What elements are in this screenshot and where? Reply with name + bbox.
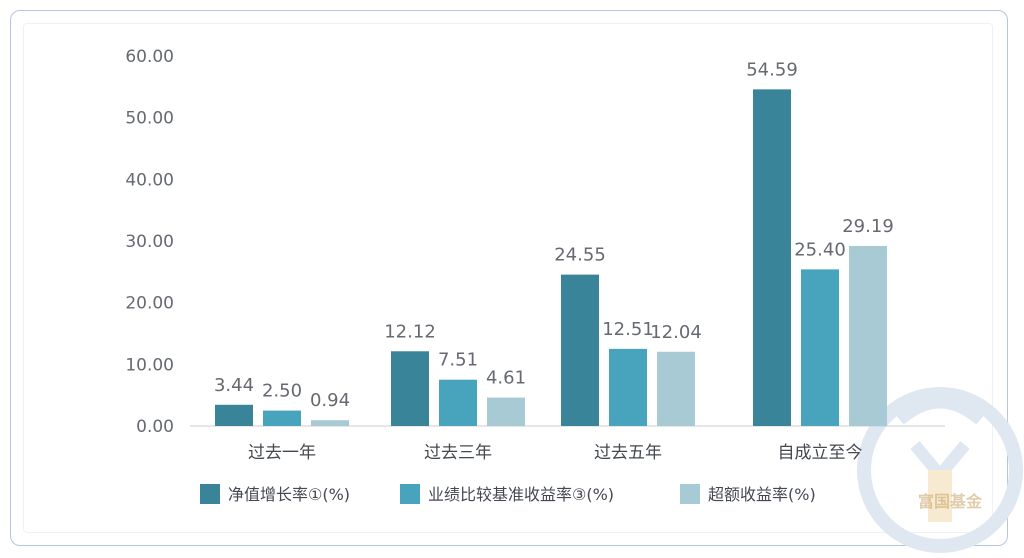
legend-label: 净值增长率①(%) bbox=[228, 485, 350, 504]
y-tick-label: 60.00 bbox=[125, 47, 174, 67]
chart-inner-frame bbox=[23, 23, 993, 533]
x-category-label: 过去五年 bbox=[594, 443, 662, 463]
legend-label: 业绩比较基准收益率③(%) bbox=[428, 485, 614, 504]
bar bbox=[439, 379, 477, 426]
y-tick-label: 20.00 bbox=[125, 294, 174, 314]
y-axis: 0.00 10.00 20.00 30.00 40.00 50.00 60.00 bbox=[125, 47, 174, 437]
value-label: 3.44 bbox=[214, 375, 254, 396]
bar bbox=[657, 351, 695, 426]
bar bbox=[487, 397, 525, 426]
value-label: 4.61 bbox=[486, 368, 526, 389]
bar bbox=[561, 274, 599, 426]
value-label: 7.51 bbox=[438, 350, 478, 371]
x-category-label: 过去三年 bbox=[424, 443, 492, 463]
legend-swatch bbox=[400, 484, 420, 504]
legend-swatch bbox=[200, 484, 220, 504]
watermark-logo: 富国基金 bbox=[857, 387, 1023, 553]
y-tick-label: 40.00 bbox=[125, 170, 174, 190]
value-label: 2.50 bbox=[262, 381, 302, 402]
bars-group bbox=[215, 89, 887, 426]
bar bbox=[215, 404, 253, 426]
bar bbox=[609, 348, 647, 426]
y-tick-label: 0.00 bbox=[136, 417, 174, 437]
legend-label: 超额收益率(%) bbox=[708, 485, 816, 504]
bar bbox=[849, 245, 887, 426]
value-label: 12.12 bbox=[384, 321, 436, 342]
value-label: 12.51 bbox=[602, 319, 654, 340]
watermark-text: 富国基金 bbox=[918, 492, 983, 511]
value-label: 0.94 bbox=[310, 390, 350, 411]
y-tick-label: 50.00 bbox=[125, 109, 174, 129]
value-label: 54.59 bbox=[746, 59, 798, 80]
y-tick-label: 10.00 bbox=[125, 355, 174, 375]
value-labels: 3.44 2.50 0.94 12.127.51 4.61 24.55 12.5112.04… bbox=[214, 59, 894, 411]
bar bbox=[263, 410, 301, 426]
value-label: 29.19 bbox=[842, 216, 894, 237]
legend: 净值增长率①(%) 业绩比较基准收益率③(%) 超额收益率(%) bbox=[200, 484, 816, 504]
bar bbox=[311, 420, 349, 426]
x-axis: 过去一年 过去三年 过去五年 自成立至今 bbox=[248, 443, 863, 463]
x-category-label: 自成立至今 bbox=[778, 443, 863, 463]
y-tick-label: 30.00 bbox=[125, 232, 174, 252]
value-label: 24.55 bbox=[554, 245, 606, 266]
x-category-label: 过去一年 bbox=[248, 443, 316, 463]
value-label: 25.40 bbox=[794, 239, 846, 260]
legend-swatch bbox=[680, 484, 700, 504]
bar bbox=[753, 89, 791, 426]
value-label: 12.04 bbox=[650, 322, 702, 343]
bar bbox=[391, 351, 429, 426]
bar bbox=[801, 269, 839, 426]
chart-card bbox=[10, 10, 1008, 546]
